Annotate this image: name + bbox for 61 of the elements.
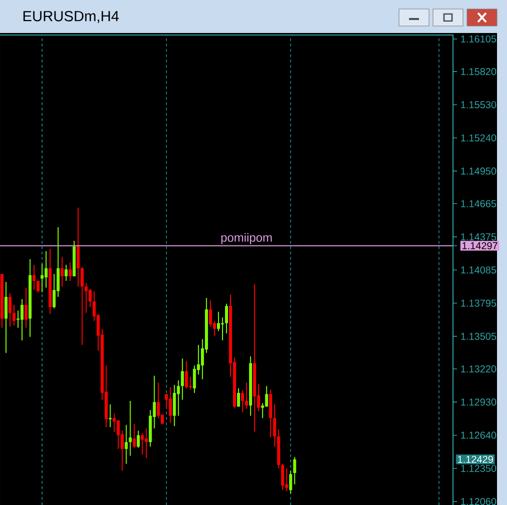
candlestick xyxy=(44,250,48,288)
candlestick xyxy=(12,304,16,326)
text: 1.12429 xyxy=(458,456,493,463)
candlestick xyxy=(88,288,92,308)
candlestick xyxy=(285,468,288,492)
candlestick xyxy=(112,413,116,432)
candlestick xyxy=(273,404,276,448)
candlestick xyxy=(76,207,80,288)
candlestick xyxy=(20,298,24,341)
candlestick xyxy=(245,382,248,410)
y-tick-label: 1.14085 xyxy=(461,266,496,274)
candlestick xyxy=(64,264,68,282)
candlestick xyxy=(144,428,148,459)
candlestick xyxy=(8,292,12,328)
y-tick-label: 1.14665 xyxy=(461,200,496,208)
y-tick-label: 1.12060 xyxy=(461,498,496,505)
y-tick-label: 1.15820 xyxy=(461,68,496,76)
candlestick xyxy=(32,264,36,290)
candlestick xyxy=(176,380,180,416)
y-tick-label: 1.16105 xyxy=(461,35,496,43)
candlestick xyxy=(220,316,224,341)
candlestick xyxy=(237,388,240,408)
candlestick xyxy=(140,432,144,456)
y-tick-label: 1.15240 xyxy=(461,134,496,142)
candlestick xyxy=(116,420,120,450)
candlestick xyxy=(172,384,176,427)
y-tick-label: 1.12930 xyxy=(461,398,496,406)
y-tick-label: 1.12640 xyxy=(461,432,496,439)
candlestick xyxy=(136,430,140,448)
candlestick xyxy=(168,386,172,424)
y-tick-label: 1.15530 xyxy=(461,101,496,108)
y-tick-label: 1.13220 xyxy=(461,365,496,372)
ref-line-label: pomiipom xyxy=(221,232,272,244)
candlestick xyxy=(80,266,84,346)
candlestick xyxy=(225,303,228,334)
chart-title: EURUSDm,H4 xyxy=(23,10,119,24)
candlestick xyxy=(60,256,64,288)
candlestick xyxy=(132,423,136,448)
y-tick-label: 1.14375 xyxy=(461,233,496,240)
candlestick xyxy=(293,456,296,485)
candlestick xyxy=(281,463,284,491)
y-tick-label: 1.13795 xyxy=(461,300,496,307)
y-tick-label: 1.12350 xyxy=(461,464,496,472)
candlestick xyxy=(124,424,128,464)
candlestick xyxy=(4,281,8,354)
candlestick xyxy=(184,360,188,389)
candlestick xyxy=(265,386,268,408)
candlestick xyxy=(24,287,28,328)
candlestick xyxy=(208,300,212,328)
y-tick-label: 1.14950 xyxy=(461,168,496,175)
candlestick xyxy=(289,470,292,494)
candlestick xyxy=(180,358,184,400)
candlestick xyxy=(40,263,44,293)
candlestick xyxy=(216,311,220,332)
candlestick xyxy=(84,282,88,314)
candlestick xyxy=(241,390,244,413)
y-tick-label: 1.13505 xyxy=(461,332,496,340)
candlestick xyxy=(68,262,72,282)
candlestick xyxy=(192,364,196,394)
y-tick-label: 1.14297 xyxy=(462,242,498,250)
candlestick xyxy=(128,400,132,456)
